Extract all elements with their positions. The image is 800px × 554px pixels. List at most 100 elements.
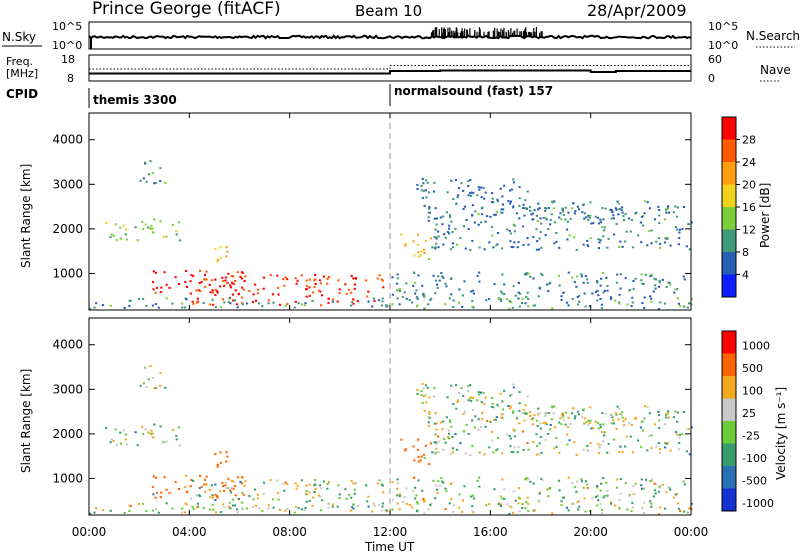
velocity-cell bbox=[185, 490, 188, 493]
velocity-cell bbox=[658, 419, 661, 422]
power-cell bbox=[508, 300, 511, 303]
power-cell bbox=[305, 279, 308, 282]
power-cell bbox=[544, 207, 547, 209]
power-cell bbox=[142, 228, 145, 231]
velocity-cell bbox=[396, 487, 399, 490]
power-cell bbox=[163, 271, 166, 274]
velocity-cell bbox=[640, 420, 644, 423]
power-cell bbox=[657, 205, 660, 208]
velocity-cell bbox=[490, 430, 493, 433]
power-cell bbox=[252, 293, 255, 296]
power-cell bbox=[517, 282, 520, 284]
power-cell bbox=[414, 292, 417, 295]
power-cell bbox=[181, 302, 184, 305]
velocity-cell bbox=[174, 481, 177, 484]
power-cell bbox=[658, 280, 661, 282]
velocity-cell bbox=[532, 441, 535, 444]
power-cell bbox=[327, 276, 331, 278]
velocity-cell bbox=[480, 401, 483, 404]
power-cell bbox=[557, 274, 561, 277]
power-cell bbox=[381, 300, 384, 303]
velocity-cell bbox=[659, 506, 662, 509]
velocity-cell bbox=[215, 495, 219, 498]
power-cell bbox=[209, 291, 212, 294]
velocity-cell bbox=[396, 478, 399, 481]
velocity-cell bbox=[159, 425, 162, 428]
power-cell bbox=[405, 297, 408, 300]
power-cell bbox=[105, 221, 108, 224]
velocity-cell bbox=[679, 510, 682, 513]
power-cell bbox=[208, 283, 211, 286]
velocity-cell bbox=[633, 417, 637, 420]
velocity-cell bbox=[430, 502, 433, 505]
power-cell bbox=[512, 223, 515, 226]
power-cell bbox=[644, 200, 647, 203]
power-cell bbox=[582, 281, 585, 284]
power-cell bbox=[222, 298, 225, 301]
noise-panel-frame bbox=[88, 21, 692, 50]
power-cell bbox=[494, 213, 497, 216]
power-cell bbox=[513, 230, 516, 233]
power-cell bbox=[657, 308, 660, 310]
velocity-cell bbox=[476, 479, 479, 482]
power-cell bbox=[602, 235, 605, 238]
power-cell bbox=[396, 297, 399, 300]
power-cell bbox=[147, 226, 150, 229]
velocity-cell bbox=[159, 496, 162, 499]
velocity-cell bbox=[151, 432, 154, 435]
power-cell bbox=[412, 285, 415, 287]
velocity-cell bbox=[537, 500, 540, 503]
power-cell bbox=[277, 293, 280, 296]
power-cell bbox=[512, 178, 515, 181]
power-cell bbox=[145, 180, 148, 183]
power-cell bbox=[462, 189, 465, 192]
power-cell bbox=[515, 212, 519, 215]
velocity-cell bbox=[471, 409, 474, 412]
velocity-cell bbox=[582, 448, 585, 451]
power-cell bbox=[159, 167, 162, 170]
velocity-cell bbox=[659, 448, 662, 451]
velocity-cell bbox=[564, 423, 567, 426]
velocity-cell bbox=[435, 447, 438, 450]
power-cell bbox=[396, 277, 399, 280]
power-cell bbox=[622, 219, 626, 222]
colorbar-swatch bbox=[722, 207, 736, 230]
power-cell bbox=[566, 228, 569, 231]
power-cell bbox=[482, 186, 485, 189]
power-cell bbox=[431, 246, 434, 249]
velocity-cell bbox=[137, 503, 141, 505]
velocity-cell bbox=[405, 487, 408, 490]
velocity-cell bbox=[181, 511, 184, 514]
power-cell bbox=[378, 274, 381, 277]
velocity-cell bbox=[223, 489, 226, 492]
velocity-cell bbox=[461, 499, 464, 502]
power-cell bbox=[444, 236, 447, 239]
power-cell bbox=[489, 215, 492, 218]
power-cell bbox=[640, 241, 643, 244]
power-cell bbox=[616, 200, 619, 203]
velocity-cell bbox=[628, 422, 631, 425]
velocity-cell bbox=[618, 451, 621, 453]
velocity-cell bbox=[413, 476, 416, 479]
power-cell bbox=[417, 233, 420, 236]
velocity-cell bbox=[154, 496, 157, 499]
velocity-cell bbox=[147, 378, 150, 381]
velocity-cell bbox=[484, 396, 487, 399]
velocity-cell bbox=[184, 486, 187, 489]
velocity-cell bbox=[494, 418, 497, 421]
power-cell bbox=[510, 245, 513, 248]
power-cell bbox=[501, 273, 504, 276]
velocity-cell bbox=[650, 502, 653, 505]
velocity-cell bbox=[537, 453, 541, 456]
power-cell bbox=[398, 288, 401, 291]
colorbar-swatch bbox=[722, 331, 736, 354]
power-cell bbox=[470, 191, 473, 194]
power-cell bbox=[615, 281, 619, 284]
velocity-cell bbox=[470, 495, 473, 498]
power-cell bbox=[502, 208, 505, 211]
power-cell bbox=[367, 290, 370, 293]
power-cell bbox=[410, 301, 414, 304]
power-cell bbox=[277, 286, 280, 289]
power-cell bbox=[510, 188, 514, 191]
power-cell bbox=[327, 297, 330, 300]
